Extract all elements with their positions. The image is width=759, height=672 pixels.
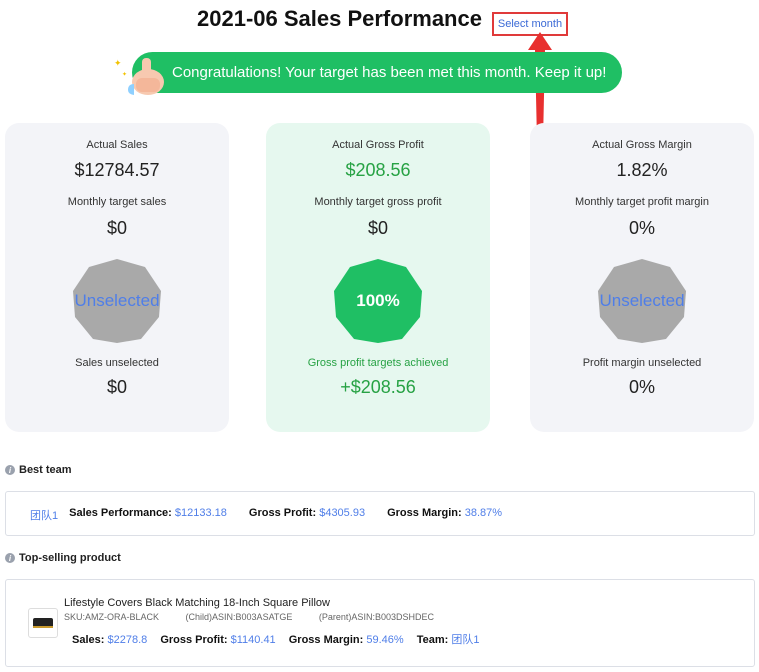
best-team-box: 团队1 Sales Performance: $12133.18 Gross P… — [5, 491, 755, 536]
select-month-link[interactable]: Select month — [492, 12, 568, 36]
profit-status-badge: 100% — [332, 257, 424, 345]
actual-profit-label: Actual Gross Profit — [332, 139, 424, 151]
team-profit: Gross Profit: $4305.93 — [249, 507, 365, 523]
product-thumbnail[interactable] — [28, 608, 58, 638]
team-sales-label: Sales Performance: — [69, 507, 172, 519]
team-sales-value: $12133.18 — [174, 507, 227, 519]
best-team-heading: i Best team — [5, 464, 72, 476]
best-team-heading-text: Best team — [19, 464, 72, 476]
actual-sales-label: Actual Sales — [86, 139, 148, 151]
margin-badge-text: Unselected — [599, 291, 685, 310]
thumbs-up-icon: ✦ ✦ — [114, 58, 164, 95]
margin-status-label: Profit margin unselected — [582, 357, 702, 369]
gross-margin-card: Actual Gross Margin 1.82% Monthly target… — [530, 123, 754, 432]
target-sales-value: $0 — [106, 218, 128, 238]
margin-status-value: 0% — [628, 377, 655, 397]
product-margin: Gross Margin: 59.46% — [289, 634, 404, 646]
product-child-asin: (Child)ASIN:B003ASATGE — [185, 612, 293, 622]
sales-status-label: Sales unselected — [75, 357, 159, 369]
sales-status-value: $0 — [106, 377, 128, 397]
best-team-name[interactable]: 团队1 — [30, 510, 59, 522]
target-profit-value: $0 — [367, 218, 389, 238]
product-sales: Sales: $2278.8 — [72, 634, 147, 646]
sales-card: Actual Sales $12784.57 Monthly target sa… — [5, 123, 229, 432]
product-team: Team: 团队1 — [417, 634, 480, 646]
sales-status-badge: Unselected — [71, 257, 163, 345]
product-team-label: Team: — [416, 634, 449, 646]
banner-message: Congratulations! Your target has been me… — [172, 64, 607, 81]
product-profit-value: $1140.41 — [230, 634, 276, 646]
product-profit: Gross Profit: $1140.41 — [160, 634, 275, 646]
top-product-heading-text: Top-selling product — [19, 552, 121, 564]
actual-margin-value: 1.82% — [616, 160, 668, 180]
team-margin: Gross Margin: 38.87% — [387, 507, 502, 523]
header: 2021-06 Sales Performance Select month — [0, 6, 759, 36]
product-team-value[interactable]: 团队1 — [451, 634, 480, 646]
product-margin-value: 59.46% — [366, 634, 404, 646]
actual-sales-value: $12784.57 — [74, 160, 160, 180]
team-profit-label: Gross Profit: — [248, 507, 317, 519]
team-sales: Sales Performance: $12133.18 — [69, 507, 227, 523]
profit-status-value: +$208.56 — [340, 377, 416, 397]
product-identifiers: SKU:AMZ-ORA-BLACK (Child)ASIN:B003ASATGE… — [64, 612, 458, 622]
annotation-arrow — [528, 32, 552, 187]
product-profit-label: Gross Profit: — [160, 634, 228, 646]
actual-margin-label: Actual Gross Margin — [592, 139, 692, 151]
profit-badge-text: 100% — [356, 291, 400, 310]
team-profit-value: $4305.93 — [319, 507, 366, 519]
margin-status-badge: Unselected — [596, 257, 688, 345]
profit-status-label: Gross profit targets achieved — [307, 357, 449, 369]
team-margin-value: 38.87% — [464, 507, 503, 519]
congrats-banner: Congratulations! Your target has been me… — [132, 52, 622, 93]
gross-profit-card: Actual Gross Profit $208.56 Monthly targ… — [266, 123, 490, 432]
product-parent-asin: (Parent)ASIN:B003DSHDEC — [318, 612, 434, 622]
info-icon: i — [5, 553, 15, 563]
target-margin-value: 0% — [628, 218, 655, 238]
product-margin-label: Gross Margin: — [288, 634, 364, 646]
team-margin-label: Gross Margin: — [387, 507, 462, 519]
top-product-heading: i Top-selling product — [5, 552, 121, 564]
sales-badge-text: Unselected — [74, 291, 160, 310]
target-profit-label: Monthly target gross profit — [314, 196, 442, 208]
svg-text:✦: ✦ — [122, 71, 127, 78]
product-sales-value: $2278.8 — [107, 634, 148, 646]
best-team-row: 团队1 Sales Performance: $12133.18 Gross P… — [30, 507, 524, 523]
actual-profit-value: $208.56 — [345, 160, 411, 180]
svg-text:✦: ✦ — [114, 58, 122, 68]
product-sales-label: Sales: — [72, 634, 105, 646]
product-stats: Sales: $2278.8 Gross Profit: $1140.41 Gr… — [72, 631, 490, 647]
product-sku: SKU:AMZ-ORA-BLACK — [64, 612, 160, 622]
top-product-box: Lifestyle Covers Black Matching 18-Inch … — [5, 579, 755, 667]
product-title[interactable]: Lifestyle Covers Black Matching 18-Inch … — [64, 597, 330, 609]
target-sales-label: Monthly target sales — [67, 196, 167, 208]
page-title: 2021-06 Sales Performance — [197, 6, 482, 31]
target-margin-label: Monthly target profit margin — [575, 196, 709, 208]
info-icon: i — [5, 465, 15, 475]
